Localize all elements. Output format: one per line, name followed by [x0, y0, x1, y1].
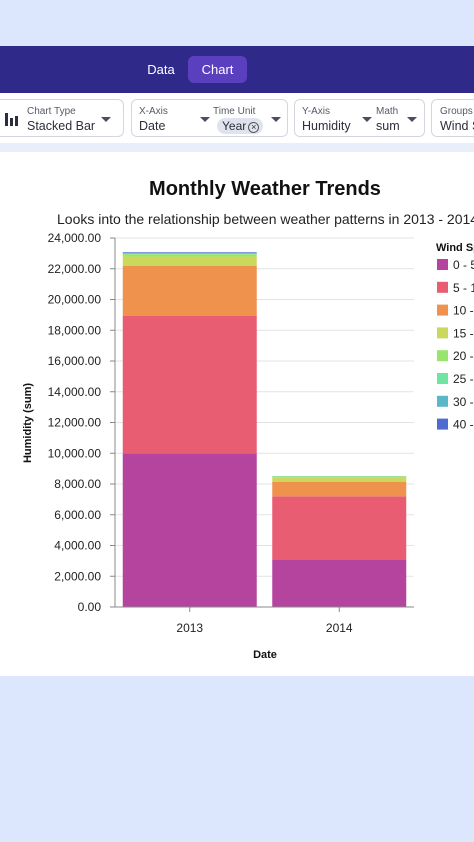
bar-segment[interactable]	[272, 476, 407, 478]
chevron-down-icon	[362, 117, 372, 122]
stacked-bar-chart: 0.00 2,000.00 4,000.00 6,000.00 8,000.00 10,0…	[22, 231, 474, 661]
y-tick-label: 6,000.00	[54, 508, 101, 522]
chart-subtitle: Looks into the relationship between weat…	[57, 211, 474, 227]
chart-card: Monthly Weather Trends Looks into the re…	[0, 152, 474, 676]
close-icon[interactable]: ×	[248, 122, 260, 133]
y-tick-label: 14,000.00	[48, 385, 102, 399]
legend: Wind Sp 0 - 5 5 - 1 10 - 15 - 20 - 25 - 30 - 40 …	[436, 242, 474, 432]
groups-label: Groups	[440, 106, 473, 117]
bar-segment[interactable]	[122, 265, 257, 316]
legend-swatch	[437, 281, 448, 293]
legend-label: 40 -	[453, 418, 474, 432]
legend-label: 5 - 1	[453, 281, 474, 295]
y-tick-label: 2,000.00	[54, 569, 101, 583]
x-axis-title: Date	[253, 649, 277, 661]
y-tick-label: 18,000.00	[48, 323, 102, 337]
bar-segment[interactable]	[122, 252, 257, 254]
axes: 0.00 2,000.00 4,000.00 6,000.00 8,000.00 10,0…	[22, 231, 414, 661]
legend-swatch	[437, 350, 448, 362]
x-axis-value: Date	[139, 119, 166, 133]
tab-data[interactable]: Data	[147, 62, 175, 77]
y-axis-value: Humidity	[302, 119, 351, 133]
x-tick-label: 2014	[326, 621, 353, 635]
math-value: sum	[376, 119, 400, 133]
legend-swatch	[437, 395, 448, 407]
bar-segment[interactable]	[122, 256, 257, 266]
chart-type-select[interactable]: Chart Type Stacked Bar	[0, 99, 124, 137]
legend-swatch	[437, 327, 448, 339]
tab-chart[interactable]: Chart	[188, 56, 247, 83]
legend-label: 25 -	[453, 372, 474, 386]
y-tick-label: 12,000.00	[48, 416, 102, 430]
x-axis-label: X-Axis	[139, 106, 168, 117]
top-nav-bar: Data Chart	[0, 46, 474, 93]
bar-segment[interactable]	[122, 315, 257, 454]
y-axis-label: Y-Axis	[302, 106, 330, 117]
y-tick-label: 24,000.00	[48, 231, 102, 245]
chart-title: Monthly Weather Trends	[149, 178, 381, 200]
chart-controls-bar: Chart Type Stacked Bar X-Axis Date Time …	[0, 93, 474, 143]
bars	[122, 252, 407, 607]
x-tick-label: 2013	[176, 621, 203, 635]
bar-segment[interactable]	[122, 254, 257, 257]
chevron-down-icon	[407, 117, 417, 122]
y-tick-label: 22,000.00	[48, 262, 102, 276]
groups-select[interactable]: Groups Wind S	[431, 99, 474, 137]
bar-chart-icon	[5, 113, 19, 126]
chevron-down-icon	[200, 117, 210, 122]
y-tick-label: 10,000.00	[48, 446, 102, 460]
y-tick-label: 4,000.00	[54, 539, 101, 553]
legend-swatch	[437, 304, 448, 316]
y-axis-select[interactable]: Y-Axis Humidity Math sum	[294, 99, 425, 137]
time-unit-label: Time Unit	[213, 106, 256, 117]
legend-label: 15 -	[453, 326, 474, 340]
legend-label: 20 -	[453, 349, 474, 363]
legend-label: 10 -	[453, 304, 474, 318]
y-axis-title: Humidity (sum)	[22, 383, 34, 463]
legend-label: 0 - 5	[453, 258, 474, 272]
chevron-down-icon	[271, 117, 281, 122]
bar-segment[interactable]	[272, 477, 407, 482]
bar-segment[interactable]	[122, 253, 257, 255]
y-tick-label: 20,000.00	[48, 293, 102, 307]
chevron-down-icon	[101, 117, 111, 122]
legend-swatch	[437, 259, 448, 270]
bar-segment[interactable]	[122, 453, 257, 607]
time-unit-chip[interactable]: Year ×	[217, 118, 264, 134]
legend-title: Wind Sp	[436, 242, 474, 254]
chart-type-value: Stacked Bar	[27, 119, 96, 133]
x-axis-select[interactable]: X-Axis Date Time Unit Year ×	[131, 99, 288, 137]
legend-label: 30 -	[453, 395, 474, 409]
time-unit-chip-label: Year	[222, 119, 247, 133]
y-tick-label: 16,000.00	[48, 354, 102, 368]
y-tick-label: 0.00	[78, 600, 102, 614]
bar-segment[interactable]	[272, 496, 407, 560]
legend-swatch	[437, 373, 448, 384]
groups-value: Wind S	[440, 119, 474, 133]
chart-type-label: Chart Type	[27, 106, 76, 117]
y-tick-label: 8,000.00	[54, 477, 101, 491]
bar-segment[interactable]	[272, 481, 407, 497]
content-divider	[0, 143, 474, 152]
legend-swatch	[437, 418, 448, 430]
math-label: Math	[376, 106, 399, 117]
bar-segment[interactable]	[272, 559, 407, 607]
